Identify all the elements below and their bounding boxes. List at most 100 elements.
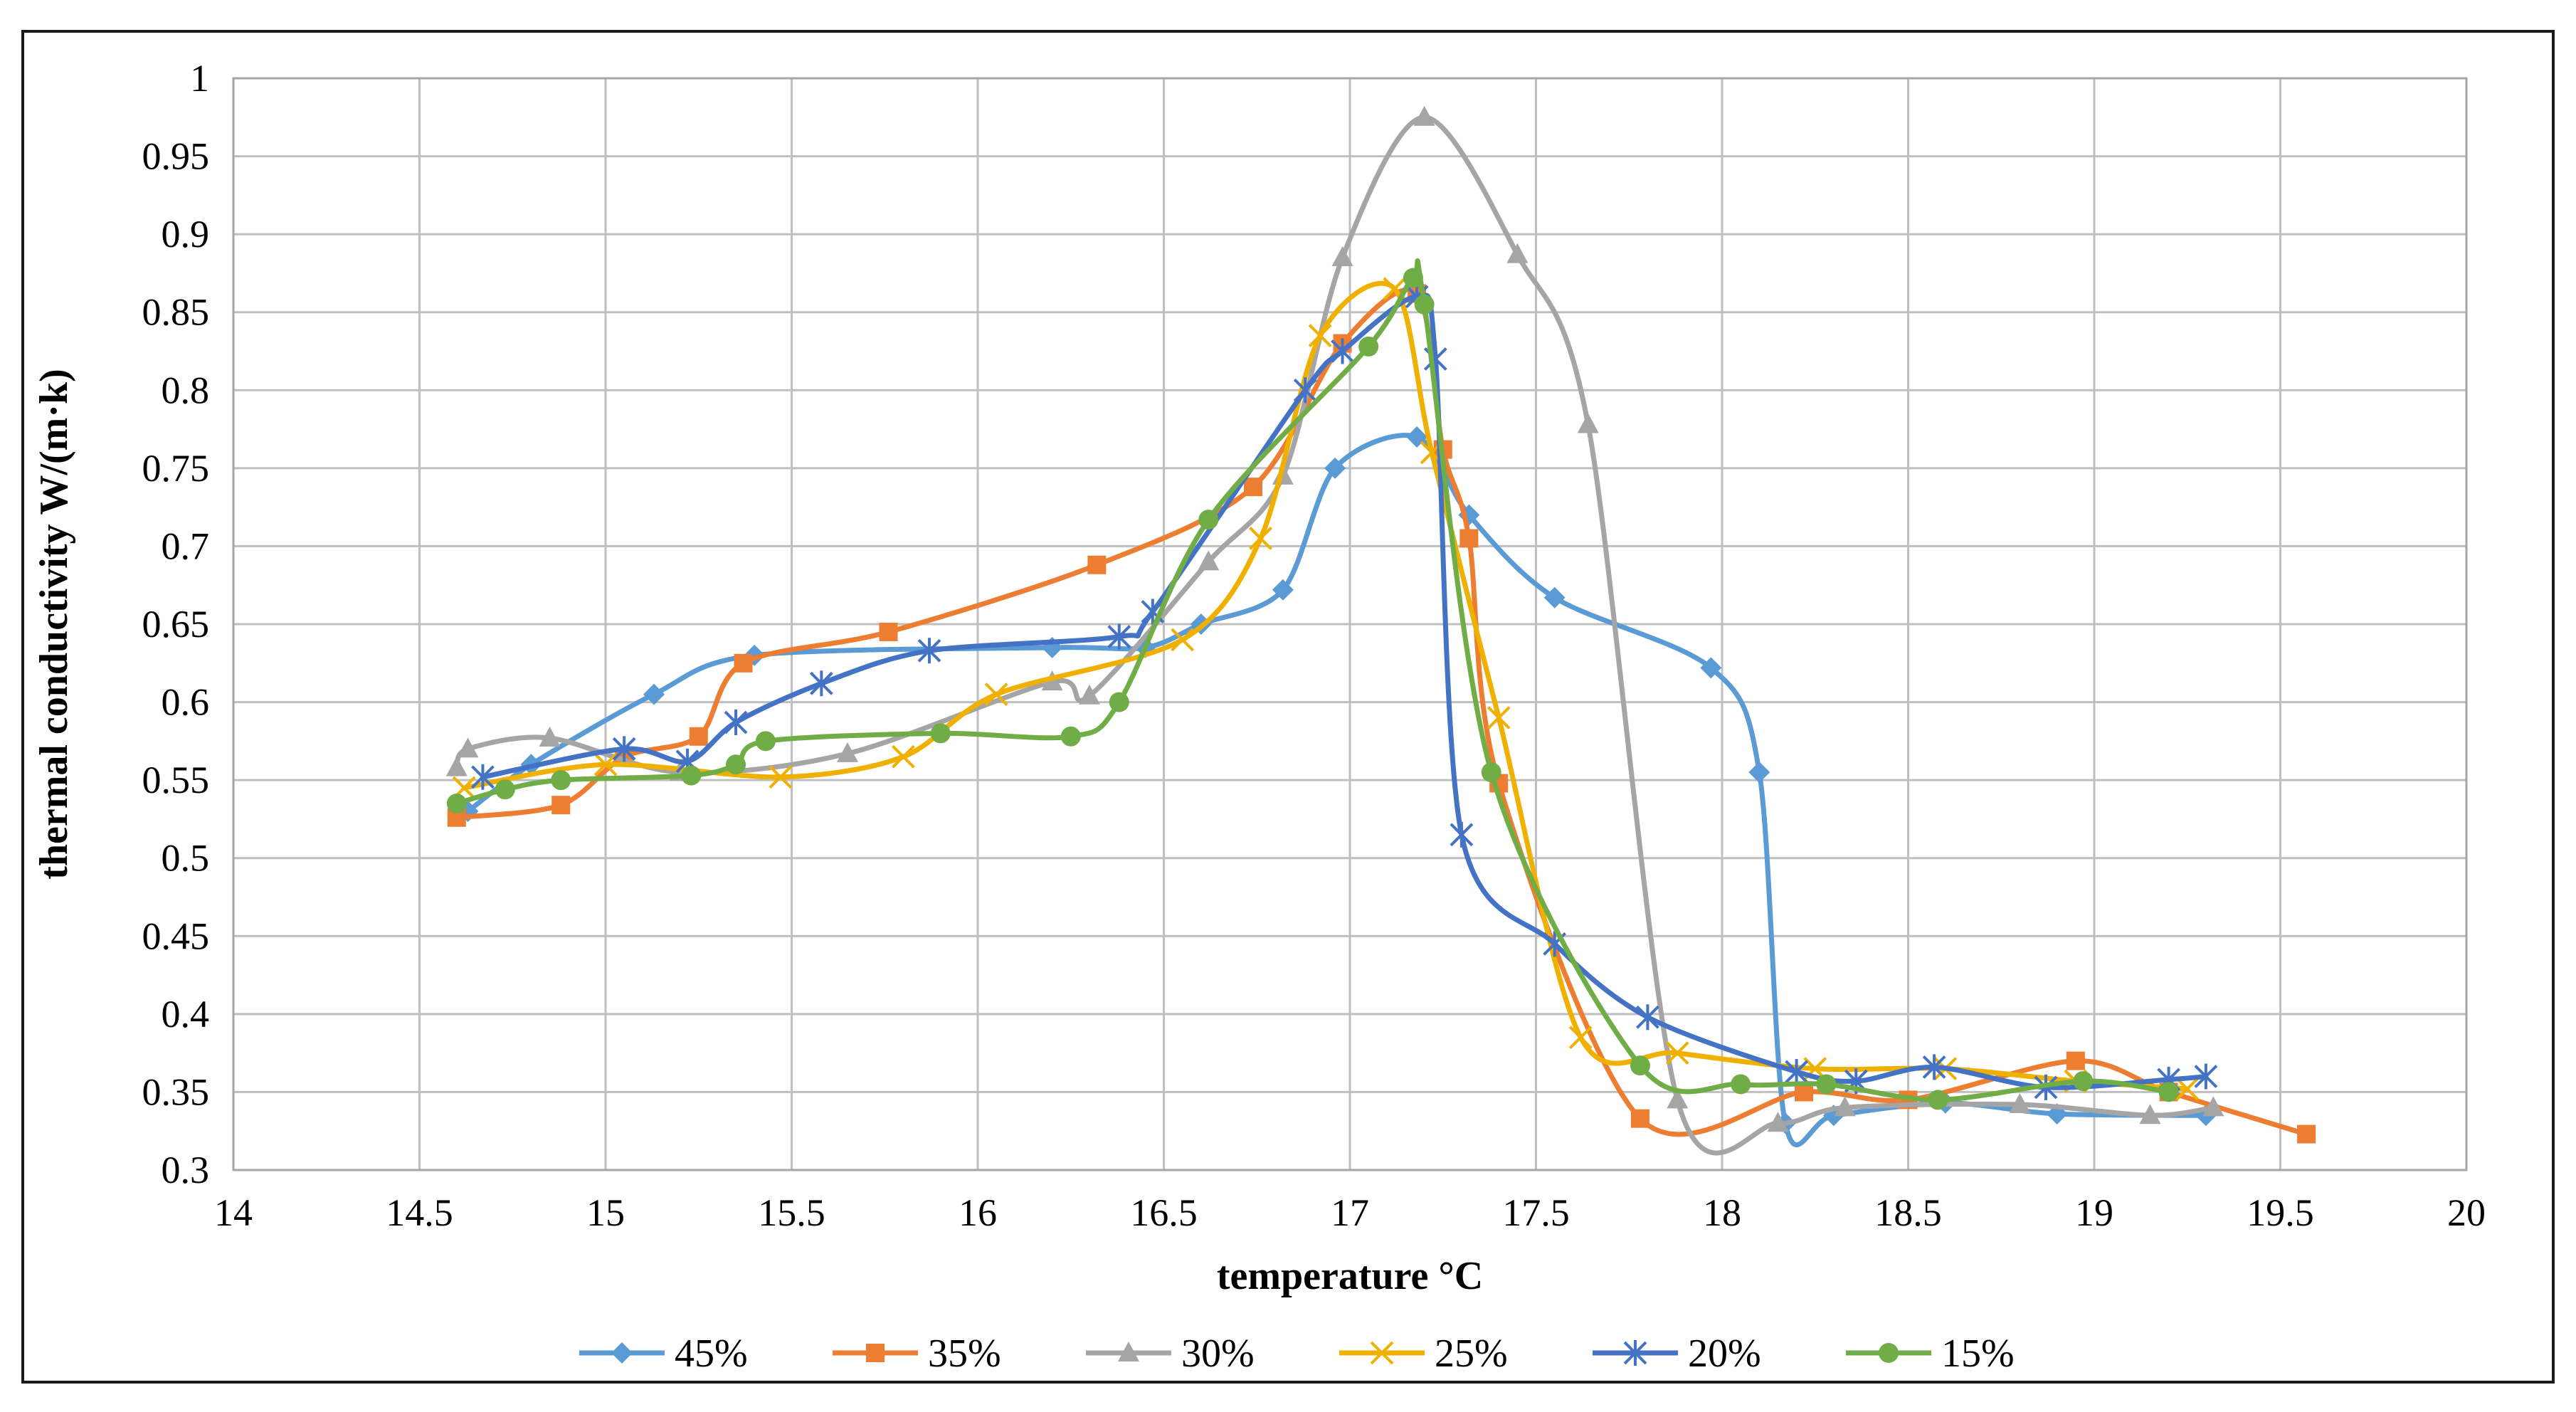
legend-swatch-marker xyxy=(1879,1343,1899,1363)
data-point-25-pct xyxy=(593,752,618,776)
data-point-20-pct xyxy=(1331,338,1354,364)
x-tick-label: 16 xyxy=(959,1191,997,1234)
x-axis-title: temperature °C xyxy=(1217,1254,1483,1298)
data-point-35-pct xyxy=(2066,1051,2085,1070)
data-point-45-pct xyxy=(1700,657,1722,679)
data-point-15-pct xyxy=(551,770,571,791)
legend: 45% 35% 30% 25% 20% 15% xyxy=(579,1332,2015,1376)
data-point-35-pct xyxy=(1459,529,1479,548)
data-point-15-pct xyxy=(2073,1071,2094,1092)
data-point-30-pct xyxy=(2139,1104,2161,1124)
x-tick-label: 16.5 xyxy=(1130,1191,1198,1234)
data-point-35-pct xyxy=(1244,478,1263,497)
data-point-25-pct xyxy=(1487,706,1511,729)
data-point-25-pct xyxy=(2175,1077,2200,1101)
y-tick-label: 0.7 xyxy=(162,525,210,567)
legend-swatch-marker xyxy=(1118,1342,1139,1361)
data-point-15-pct xyxy=(446,794,467,814)
data-point-30-pct xyxy=(836,742,858,762)
data-point-20-pct xyxy=(1293,377,1317,404)
data-point-30-pct xyxy=(1078,684,1100,705)
y-tick-label: 0.5 xyxy=(162,837,210,880)
data-point-15-pct xyxy=(1481,762,1501,783)
gridlines xyxy=(232,77,2468,1171)
x-tick-label: 17 xyxy=(1331,1191,1369,1234)
data-point-25-pct xyxy=(1665,1041,1689,1065)
data-point-45-pct xyxy=(1748,762,1770,784)
y-tick-label: 0.9 xyxy=(162,213,210,255)
data-point-25-pct xyxy=(1171,628,1195,652)
y-tick-label: 0.3 xyxy=(162,1149,210,1191)
data-point-15-pct xyxy=(1109,692,1129,712)
legend-swatch-marker xyxy=(866,1344,885,1362)
data-point-45-pct xyxy=(643,683,665,705)
data-point-30-pct xyxy=(1767,1112,1789,1132)
series-line-30-pct xyxy=(454,115,2216,1156)
data-point-30-pct xyxy=(2202,1096,2224,1117)
data-point-30-pct xyxy=(1198,550,1220,571)
data-point-15-pct xyxy=(1198,510,1219,530)
data-point-30-pct xyxy=(1577,413,1599,433)
data-point-15-pct xyxy=(1816,1074,1837,1095)
data-point-25-pct xyxy=(984,683,1008,707)
data-point-15-pct xyxy=(755,731,776,752)
data-point-15-pct xyxy=(930,723,951,744)
y-tick-label: 0.4 xyxy=(162,993,210,1036)
plot-border xyxy=(232,77,2468,1171)
data-point-35-pct xyxy=(551,796,571,815)
series-layer xyxy=(445,105,2316,1156)
legend-swatch-marker xyxy=(1623,1340,1647,1366)
y-tick-label: 1 xyxy=(190,57,209,100)
data-point-15-pct xyxy=(1928,1090,1948,1110)
data-point-30-pct xyxy=(457,737,479,758)
x-tick-label: 18 xyxy=(1703,1191,1741,1234)
y-tick-label: 0.35 xyxy=(142,1070,210,1113)
data-point-15-pct xyxy=(726,754,746,775)
data-point-20-pct xyxy=(612,736,636,762)
data-point-45-pct xyxy=(1324,457,1346,479)
data-point-15-pct xyxy=(495,779,515,800)
data-point-30-pct xyxy=(1667,1088,1689,1109)
x-tick-label: 18.5 xyxy=(1874,1191,1942,1234)
data-point-30-pct xyxy=(1413,105,1435,126)
data-point-15-pct xyxy=(1060,726,1081,747)
data-point-25-pct xyxy=(891,744,915,769)
x-tick-label: 15.5 xyxy=(758,1191,825,1234)
data-point-15-pct xyxy=(1414,294,1435,315)
y-tick-label: 0.6 xyxy=(162,681,210,724)
y-axis-title: thermal conductivity W/(m·k) xyxy=(32,369,76,880)
data-point-30-pct xyxy=(1331,246,1353,267)
chart-frame: 0.3 0.35 0.4 0.45 0.5 0.55 0.6 0.65 0.7 0.75 0.8 0.… xyxy=(21,30,2555,1384)
data-point-15-pct xyxy=(1630,1055,1650,1076)
legend-item-35-pct: 35% xyxy=(833,1332,1001,1376)
legend-item-15-pct: 15% xyxy=(1846,1332,2015,1376)
legend-label: 15% xyxy=(1941,1332,2015,1376)
series-30-pct xyxy=(445,105,2224,1156)
data-point-20-pct xyxy=(1785,1058,1809,1085)
y-axis-tick-labels: 0.3 0.35 0.4 0.45 0.5 0.55 0.6 0.65 0.7 0.75 0.8 0.… xyxy=(142,57,210,1191)
data-point-30-pct xyxy=(1834,1096,1856,1117)
data-point-15-pct xyxy=(1731,1074,1751,1095)
data-point-20-pct xyxy=(1922,1054,1946,1080)
data-point-25-pct xyxy=(1568,1026,1593,1050)
data-point-30-pct xyxy=(539,726,561,747)
x-axis-tick-labels: 14 14.5 15 15.5 16 16.5 17 17.5 18 18.5 19 19.5 20 xyxy=(214,1191,2486,1234)
data-point-45-pct xyxy=(1458,504,1480,526)
data-point-15-pct xyxy=(1403,268,1423,288)
x-tick-label: 17.5 xyxy=(1502,1191,1570,1234)
data-point-20-pct xyxy=(724,710,748,736)
legend-swatch-marker xyxy=(611,1342,633,1364)
data-point-30-pct xyxy=(2009,1092,2031,1113)
legend-label: 25% xyxy=(1435,1332,1508,1376)
y-tick-label: 0.65 xyxy=(142,603,210,646)
legend-label: 45% xyxy=(675,1332,748,1376)
line-chart: 0.3 0.35 0.4 0.45 0.5 0.55 0.6 0.65 0.7 0.75 0.8 0.… xyxy=(24,33,2552,1381)
data-point-15-pct xyxy=(2158,1082,2179,1102)
data-point-35-pct xyxy=(879,622,898,641)
data-point-30-pct xyxy=(445,756,468,776)
legend-item-30-pct: 30% xyxy=(1086,1332,1255,1376)
y-tick-label: 0.45 xyxy=(142,915,210,957)
legend-swatch-marker xyxy=(1370,1341,1394,1365)
x-tick-label: 20 xyxy=(2447,1191,2486,1234)
legend-item-25-pct: 25% xyxy=(1339,1332,1508,1376)
